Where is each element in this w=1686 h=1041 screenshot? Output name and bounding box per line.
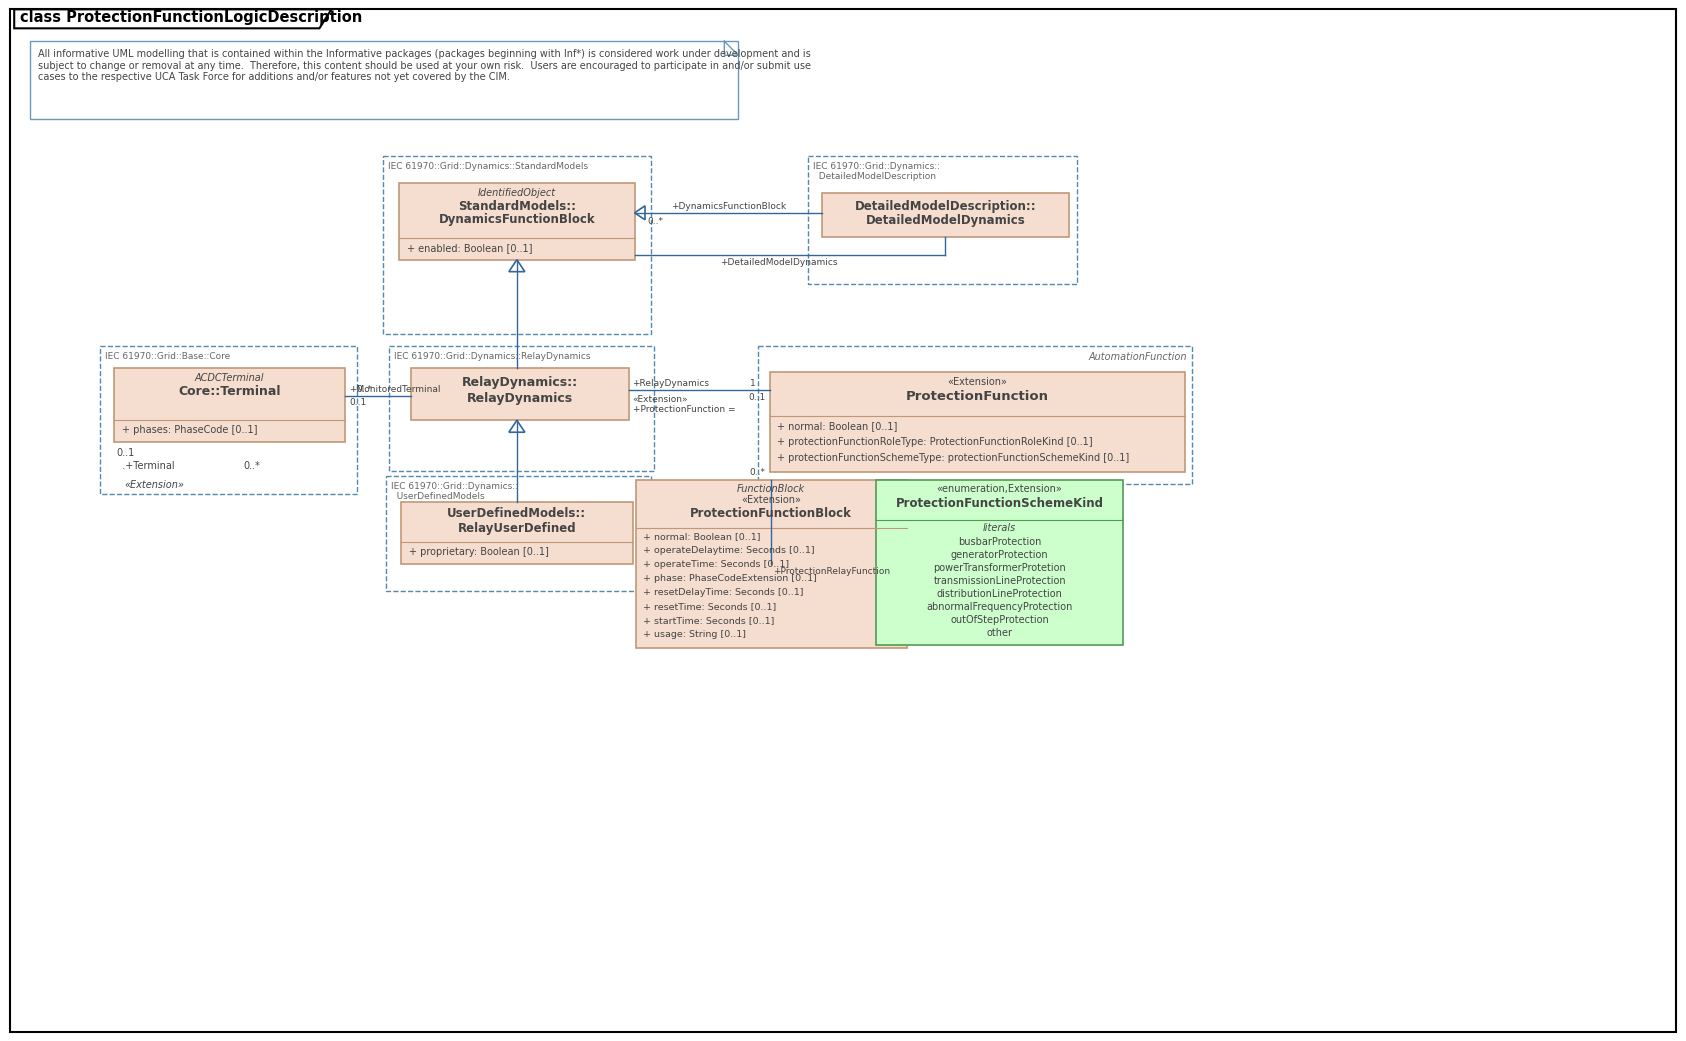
- Text: +DynamicsFunctionBlock: +DynamicsFunctionBlock: [671, 202, 786, 211]
- Bar: [383, 156, 651, 333]
- Text: AutomationFunction: AutomationFunction: [1089, 353, 1187, 362]
- Bar: [389, 347, 654, 472]
- Text: +RelayDynamics: +RelayDynamics: [632, 379, 710, 388]
- Text: + normal: Boolean [0..1]: + normal: Boolean [0..1]: [642, 532, 760, 541]
- Text: «Extension»: «Extension»: [742, 496, 801, 505]
- Text: other: other: [986, 628, 1013, 638]
- Text: FunctionBlock: FunctionBlock: [737, 484, 806, 494]
- Text: IEC 61970::Grid::Base::Core: IEC 61970::Grid::Base::Core: [105, 353, 231, 361]
- Text: distributionLineProtection: distributionLineProtection: [937, 589, 1062, 599]
- Text: IEC 61970::Grid::Dynamics::StandardModels: IEC 61970::Grid::Dynamics::StandardModel…: [388, 162, 588, 171]
- Text: busbarProtection: busbarProtection: [958, 537, 1042, 547]
- Text: All informative UML modelling that is contained within the Informative packages : All informative UML modelling that is co…: [39, 49, 811, 82]
- Text: 0..*: 0..*: [647, 217, 664, 226]
- Text: UserDefinedModels::: UserDefinedModels::: [447, 507, 587, 520]
- Bar: [386, 476, 651, 591]
- Text: IdentifiedObject: IdentifiedObject: [477, 187, 556, 198]
- Text: ProtectionFunctionBlock: ProtectionFunctionBlock: [690, 507, 851, 520]
- Text: RelayDynamics::: RelayDynamics::: [462, 377, 578, 389]
- Bar: [808, 156, 1077, 283]
- Text: «enumeration,Extension»: «enumeration,Extension»: [937, 484, 1062, 494]
- Bar: [115, 369, 346, 442]
- Text: + operateTime: Seconds [0..1]: + operateTime: Seconds [0..1]: [642, 560, 789, 568]
- Text: DetailedModelDescription: DetailedModelDescription: [813, 172, 936, 181]
- Text: DetailedModelDescription::: DetailedModelDescription::: [855, 200, 1037, 212]
- Text: «Extension»: «Extension»: [632, 396, 688, 404]
- Bar: [30, 42, 738, 119]
- Text: UserDefinedModels: UserDefinedModels: [391, 492, 486, 501]
- Text: RelayDynamics: RelayDynamics: [467, 392, 573, 405]
- Bar: [401, 502, 632, 564]
- Text: + protectionFunctionRoleType: ProtectionFunctionRoleKind [0..1]: + protectionFunctionRoleType: Protection…: [777, 437, 1093, 448]
- Text: DynamicsFunctionBlock: DynamicsFunctionBlock: [438, 212, 595, 226]
- Text: .+Terminal: .+Terminal: [116, 461, 175, 472]
- Text: RelayUserDefined: RelayUserDefined: [457, 522, 577, 535]
- Text: ACDCTerminal: ACDCTerminal: [196, 374, 265, 383]
- Text: + usage: String [0..1]: + usage: String [0..1]: [642, 630, 745, 639]
- Text: ProtectionFunctionSchemeKind: ProtectionFunctionSchemeKind: [895, 497, 1104, 510]
- Text: class ProtectionFunctionLogicDescription: class ProtectionFunctionLogicDescription: [20, 10, 362, 25]
- Text: abnormalFrequencyProtection: abnormalFrequencyProtection: [926, 602, 1072, 612]
- Text: +ProtectionRelayFunction: +ProtectionRelayFunction: [774, 567, 890, 576]
- Bar: [823, 193, 1069, 236]
- Text: 0..*: 0..*: [243, 461, 260, 472]
- Text: + resetTime: Seconds [0..1]: + resetTime: Seconds [0..1]: [642, 602, 776, 611]
- Text: + resetDelayTime: Seconds [0..1]: + resetDelayTime: Seconds [0..1]: [642, 588, 803, 596]
- Text: transmissionLineProtection: transmissionLineProtection: [934, 576, 1066, 586]
- Text: IEC 61970::Grid::Dynamics::: IEC 61970::Grid::Dynamics::: [391, 482, 518, 491]
- Text: Core::Terminal: Core::Terminal: [179, 385, 282, 399]
- Text: 0..*: 0..*: [749, 468, 765, 477]
- Text: «Extension»: «Extension»: [125, 480, 184, 490]
- Text: IEC 61970::Grid::Dynamics::RelayDynamics: IEC 61970::Grid::Dynamics::RelayDynamics: [395, 353, 590, 361]
- Bar: [771, 373, 1185, 473]
- Text: + enabled: Boolean [0..1]: + enabled: Boolean [0..1]: [406, 243, 533, 253]
- Text: powerTransformerProtetion: powerTransformerProtetion: [934, 563, 1066, 573]
- Text: 0..1: 0..1: [749, 393, 765, 402]
- Text: literals: literals: [983, 523, 1017, 533]
- Text: 0..*: 0..*: [356, 385, 373, 395]
- Text: ProtectionFunction: ProtectionFunction: [905, 390, 1049, 403]
- Bar: [411, 369, 629, 421]
- Text: + phase: PhaseCodeExtension [0..1]: + phase: PhaseCodeExtension [0..1]: [642, 574, 816, 583]
- Text: 1: 1: [750, 379, 755, 388]
- Polygon shape: [13, 9, 332, 28]
- Text: generatorProtection: generatorProtection: [951, 550, 1049, 560]
- Text: +ProtectionFunction =: +ProtectionFunction =: [632, 405, 735, 414]
- Bar: [636, 480, 907, 648]
- Text: +MonitoredTerminal: +MonitoredTerminal: [349, 385, 440, 395]
- Text: 0..1: 0..1: [349, 399, 366, 407]
- Text: DetailedModelDynamics: DetailedModelDynamics: [867, 213, 1025, 227]
- Text: «Extension»: «Extension»: [948, 378, 1008, 387]
- Text: + operateDelaytime: Seconds [0..1]: + operateDelaytime: Seconds [0..1]: [642, 545, 814, 555]
- Text: + startTime: Seconds [0..1]: + startTime: Seconds [0..1]: [642, 615, 774, 625]
- Bar: [877, 480, 1123, 644]
- Bar: [99, 347, 357, 494]
- Bar: [400, 183, 634, 259]
- Text: + normal: Boolean [0..1]: + normal: Boolean [0..1]: [777, 422, 897, 431]
- Text: + protectionFunctionSchemeType: protectionFunctionSchemeKind [0..1]: + protectionFunctionSchemeType: protecti…: [777, 453, 1130, 463]
- Text: IEC 61970::Grid::Dynamics::: IEC 61970::Grid::Dynamics::: [813, 162, 941, 171]
- Text: +DetailedModelDynamics: +DetailedModelDynamics: [720, 258, 838, 266]
- Text: 0..1: 0..1: [116, 449, 135, 458]
- Text: + phases: PhaseCode [0..1]: + phases: PhaseCode [0..1]: [121, 426, 258, 435]
- Bar: [759, 347, 1192, 484]
- Text: StandardModels::: StandardModels::: [459, 200, 577, 212]
- Text: outOfStepProtection: outOfStepProtection: [951, 615, 1049, 625]
- Text: + proprietary: Boolean [0..1]: + proprietary: Boolean [0..1]: [410, 547, 550, 557]
